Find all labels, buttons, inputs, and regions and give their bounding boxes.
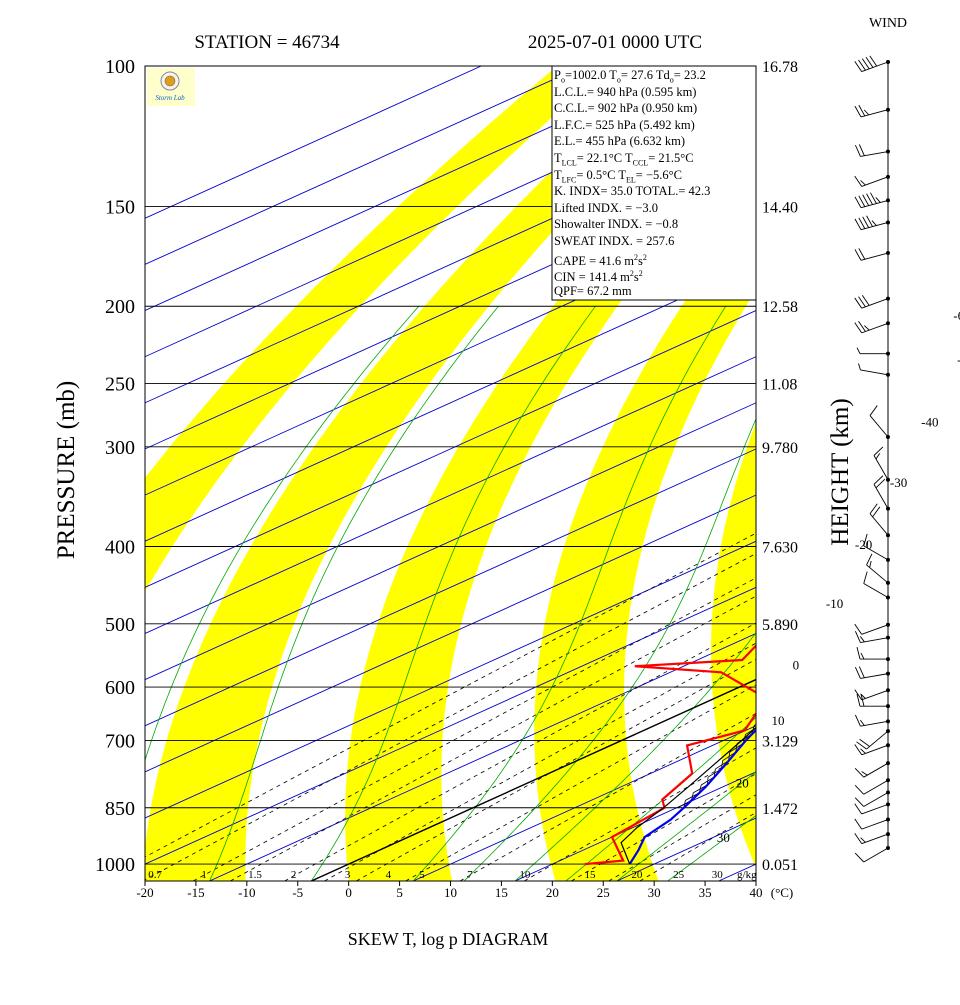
index-line: TLCL= 22.1°C TCCL= 21.5°C [554,150,758,168]
mixing-ratio-label: 4 [386,869,392,881]
pressure-tick-label: 300 [105,437,135,459]
isotherm-label: 0 [793,657,800,672]
pressure-tick-label: 850 [105,798,135,820]
mixing-ratio-label: 1.5 [248,869,262,881]
pressure-tick-label: 150 [105,197,135,219]
temperature-tick-label: 20 [546,885,559,900]
height-tick-label: 3.129 [762,733,798,750]
height-tick-label: 11.08 [762,377,797,394]
index-line: SWEAT INDX. = 257.6 [554,233,758,251]
pressure-tick-label: 600 [105,677,135,699]
pressure-tick-label: 100 [105,56,135,78]
index-line: C.C.L.= 902 hPa (0.950 km) [554,100,758,118]
pressure-tick-label: 1000 [95,854,135,876]
index-text: TLFC= 0.5°C TEL= −5.6°C [554,167,758,185]
isotherm-label: 30 [717,830,730,845]
isotherm-label: 10 [771,713,784,728]
isotherm-label: -40 [921,415,938,430]
temperature-tick-label: -15 [187,885,204,900]
temperature-tick-label: 10 [444,885,457,900]
x-unit-label: (°C) [771,885,794,900]
index-text: Po=1002.0 To= 27.6 Tdo= 23.2 [554,67,758,85]
mixing-ratio-label: 3 [345,869,351,881]
mixing-ratio-label: 7 [467,869,473,881]
temperature-tick-label: 30 [648,885,661,900]
index-text: TLCL= 22.1°C TCCL= 21.5°C [554,150,758,168]
temperature-tick-label: 15 [495,885,508,900]
index-text: CAPE = 41.6 m2s2 [554,250,758,268]
pressure-tick-label: 400 [105,536,135,558]
temperature-tick-label: 0 [345,885,352,900]
storm-lab-logo: Storm Lab [147,68,195,106]
temperature-tick-label: -5 [292,885,303,900]
index-text: K. INDX= 35.0 TOTAL.= 42.3 [554,183,758,199]
mixing-ratio-label: 20 [631,869,643,881]
index-line: CIN = 141.4 m2s2 [554,266,758,284]
chart-title: SKEW T, log p DIAGRAM [348,929,549,949]
isotherm-label: -30 [890,475,907,490]
isotherm-label: -60 [953,308,960,323]
mixing-ratio-label: 1 [201,869,207,881]
temperature-tick-label: 25 [597,885,610,900]
height-tick-label: 0.051 [762,857,798,874]
index-text: Lifted INDX. = −3.0 [554,200,758,216]
height-tick-label: 14.40 [762,200,798,217]
mixing-ratio-label: 15 [585,869,597,881]
height-tick-label: 5.890 [762,617,798,634]
index-line: Lifted INDX. = −3.0 [554,200,758,218]
index-text: E.L.= 455 hPa (6.632 km) [554,133,758,149]
index-line: E.L.= 455 hPa (6.632 km) [554,133,758,151]
index-line: Po=1002.0 To= 27.6 Tdo= 23.2 [554,67,758,85]
index-text: C.C.L.= 902 hPa (0.950 km) [554,100,758,116]
logo-text: Storm Lab [155,94,185,102]
pressure-tick-label: 700 [105,730,135,752]
height-tick-label: 12.58 [762,299,798,316]
index-text: SWEAT INDX. = 257.6 [554,233,758,249]
height-tick-label: 1.472 [762,801,798,818]
mixing-ratio-label: 5 [419,869,425,881]
pressure-tick-label: 250 [105,374,135,396]
isotherm-label: -10 [826,596,843,611]
index-text: L.C.L.= 940 hPa (0.595 km) [554,84,758,100]
y2-axis-label: HEIGHT (km) [827,398,854,545]
index-line: L.C.L.= 940 hPa (0.595 km) [554,84,758,102]
mixing-ratio-label: 30 [712,869,724,881]
index-line: Showalter INDX. = −0.8 [554,216,758,234]
height-tick-label: 7.630 [762,539,798,556]
index-line: QPF= 67.2 mm [554,283,758,301]
index-line: L.F.C.= 525 hPa (5.492 km) [554,117,758,135]
index-text: CIN = 141.4 m2s2 [554,266,758,284]
pressure-tick-label: 500 [105,614,135,636]
station-label: STATION = 46734 [194,32,340,53]
temperature-tick-label: 35 [699,885,712,900]
temperature-tick-label: 5 [396,885,403,900]
pressure-tick-label: 200 [105,296,135,318]
wind-label: WIND [869,16,907,31]
datetime-label: 2025-07-01 0000 UTC [528,32,702,53]
temperature-tick-label: 40 [750,885,763,900]
height-tick-label: 9.780 [762,440,798,457]
index-line: TLFC= 0.5°C TEL= −5.6°C [554,167,758,185]
mixing-ratio-label: 2 [291,869,297,881]
height-tick-label: 16.78 [762,59,798,76]
index-text: Showalter INDX. = −0.8 [554,216,758,232]
mixing-ratio-label: g/kg [737,869,757,881]
y-axis-label: PRESSURE (mb) [53,381,80,560]
isotherm-label: 20 [736,775,749,790]
mixing-ratio-label: 25 [673,869,685,881]
mixing-ratio-label: 0.7 [148,869,162,881]
mixing-ratio-label: 10 [519,869,531,881]
index-line: K. INDX= 35.0 TOTAL.= 42.3 [554,183,758,201]
stability-indices-box: Po=1002.0 To= 27.6 Tdo= 23.2L.C.L.= 940 … [552,66,758,301]
temperature-tick-label: -20 [136,885,153,900]
temperature-tick-label: -10 [238,885,255,900]
index-line: CAPE = 41.6 m2s2 [554,250,758,268]
index-text: L.F.C.= 525 hPa (5.492 km) [554,117,758,133]
index-text: QPF= 67.2 mm [554,283,758,299]
